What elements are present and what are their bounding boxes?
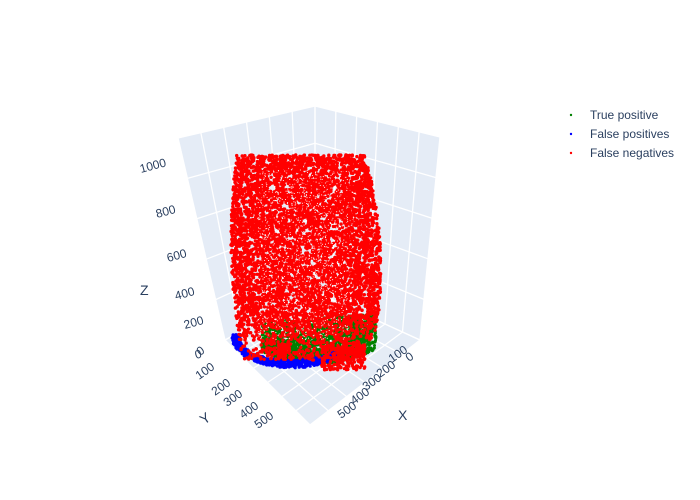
data-point — [372, 257, 376, 262]
data-point — [291, 293, 295, 297]
data-point — [361, 201, 365, 206]
data-point — [365, 330, 370, 334]
data-point — [236, 342, 240, 346]
data-point — [274, 357, 278, 361]
data-point — [293, 366, 297, 370]
data-point — [375, 318, 379, 322]
data-point — [276, 340, 280, 344]
data-point — [326, 239, 330, 243]
data-point — [339, 222, 343, 226]
data-point — [231, 264, 235, 268]
data-point — [362, 293, 366, 297]
data-point — [373, 331, 377, 335]
data-point — [349, 283, 354, 288]
data-point — [235, 347, 239, 351]
data-point — [327, 337, 331, 340]
data-point — [268, 328, 272, 332]
data-point — [311, 362, 315, 366]
data-point — [297, 305, 301, 309]
data-point — [318, 347, 321, 351]
data-point — [308, 360, 312, 364]
data-point — [291, 348, 295, 352]
data-point — [367, 350, 371, 354]
data-point — [288, 361, 292, 365]
data-point — [308, 336, 312, 340]
data-point — [269, 175, 273, 179]
data-point — [304, 364, 308, 368]
data-point — [281, 338, 285, 342]
data-point — [270, 362, 275, 366]
data-point — [373, 335, 377, 339]
data-point — [247, 357, 251, 361]
data-point — [261, 362, 266, 366]
data-point — [360, 341, 363, 345]
data-point — [230, 336, 234, 340]
data-point — [279, 364, 283, 368]
data-point — [268, 280, 272, 284]
data-point — [234, 279, 238, 283]
data-point — [301, 344, 305, 348]
data-point — [255, 360, 260, 364]
data-point — [289, 364, 293, 368]
data-point — [284, 363, 289, 367]
data-point — [348, 278, 352, 282]
data-point — [279, 361, 283, 365]
data-point — [368, 342, 371, 346]
data-point — [292, 360, 296, 364]
data-point — [364, 339, 368, 343]
data-point — [275, 361, 279, 365]
data-point — [294, 343, 298, 347]
data-point — [259, 343, 263, 347]
data-point — [267, 363, 271, 367]
data-point — [304, 345, 308, 349]
data-point — [276, 331, 280, 335]
data-point — [294, 303, 298, 308]
data-point — [296, 359, 300, 363]
data-point — [366, 347, 370, 351]
data-point — [232, 342, 236, 346]
data-point — [373, 344, 376, 347]
data-point — [297, 363, 301, 367]
